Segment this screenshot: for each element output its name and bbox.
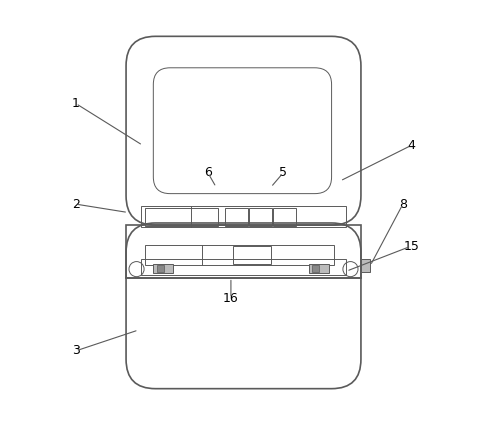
Bar: [145, 208, 218, 226]
Text: 3: 3: [72, 344, 80, 357]
Bar: [153, 264, 173, 273]
Bar: [126, 225, 361, 278]
Bar: [249, 208, 272, 226]
Bar: [233, 246, 271, 264]
Bar: [145, 245, 334, 265]
Text: 15: 15: [403, 240, 419, 252]
Bar: [312, 265, 319, 272]
Bar: [141, 206, 346, 227]
Bar: [273, 208, 297, 226]
Text: 6: 6: [204, 166, 212, 179]
Text: 4: 4: [407, 139, 415, 152]
Bar: [157, 265, 164, 272]
Bar: [225, 208, 248, 226]
Bar: [361, 260, 370, 272]
Text: 5: 5: [280, 166, 287, 179]
Bar: [308, 264, 329, 273]
Text: 16: 16: [223, 292, 239, 305]
Bar: [141, 260, 346, 275]
Text: 2: 2: [72, 198, 80, 211]
Text: 1: 1: [72, 97, 80, 110]
Text: 8: 8: [399, 198, 407, 211]
